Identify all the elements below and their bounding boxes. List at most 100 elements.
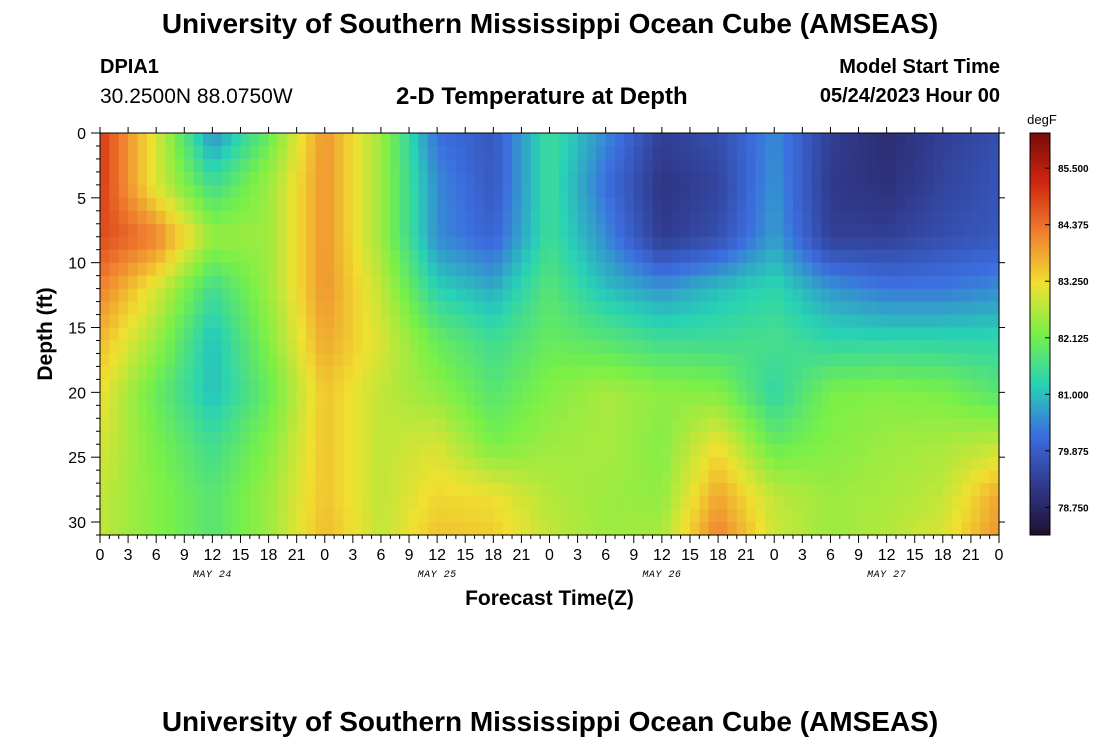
heatmap-cell: [699, 327, 710, 342]
heatmap-cell: [961, 340, 972, 355]
heatmap-cell: [446, 418, 457, 432]
heatmap-cell: [952, 262, 963, 277]
heatmap-cell: [203, 470, 213, 484]
heatmap-cell: [512, 431, 522, 445]
heatmap-cell: [689, 301, 700, 316]
heatmap-cell: [259, 223, 270, 238]
heatmap-cell: [212, 133, 223, 147]
heatmap-cell: [137, 236, 148, 251]
heatmap-cell: [409, 197, 419, 212]
heatmap-cell: [540, 353, 551, 368]
heatmap-cell: [802, 210, 813, 225]
heatmap-cell: [830, 379, 841, 393]
heatmap-cell: [652, 431, 663, 445]
heatmap-cell: [811, 392, 822, 406]
heatmap-cell: [708, 133, 719, 147]
heatmap-cell: [952, 366, 963, 380]
heatmap-cell: [605, 457, 616, 471]
heatmap-cell: [409, 457, 419, 471]
heatmap-cell: [643, 509, 654, 523]
heatmap-cell: [924, 522, 935, 536]
heatmap-cell: [231, 314, 242, 329]
heatmap-cell: [427, 197, 438, 212]
heatmap-cell: [708, 223, 719, 238]
heatmap-cell: [502, 353, 513, 368]
heatmap-cell: [362, 314, 373, 329]
heatmap-cell: [643, 444, 654, 458]
heatmap-cell: [174, 262, 185, 277]
heatmap-cell: [268, 197, 279, 212]
heatmap-cell: [109, 405, 120, 419]
heatmap-cell: [867, 171, 878, 186]
heatmap-cell: [306, 288, 316, 303]
heatmap-cell: [118, 171, 129, 186]
heatmap-cell: [483, 210, 494, 225]
heatmap-cell: [792, 133, 803, 147]
heatmap-cell: [792, 392, 803, 406]
heatmap-cell: [680, 366, 691, 380]
heatmap-cell: [989, 210, 1000, 225]
heatmap-cell: [558, 197, 569, 212]
heatmap-cell: [689, 522, 700, 536]
heatmap-cell: [689, 509, 700, 523]
heatmap-cell: [905, 314, 916, 329]
heatmap-cell: [184, 223, 195, 238]
heatmap-cell: [811, 301, 822, 316]
heatmap-cell: [792, 353, 803, 368]
heatmap-cell: [933, 223, 944, 238]
heatmap-cell: [334, 431, 345, 445]
heatmap-cell: [165, 133, 176, 147]
heatmap-cell: [493, 275, 504, 290]
heatmap-cell: [146, 133, 157, 147]
heatmap-cell: [577, 171, 588, 186]
heatmap-cell: [277, 379, 288, 393]
heatmap-cell: [512, 184, 522, 199]
heatmap-cell: [643, 340, 654, 355]
heatmap-cell: [708, 379, 719, 393]
heatmap-cell: [530, 288, 541, 303]
heatmap-cell: [802, 509, 813, 523]
heatmap-cell: [774, 496, 785, 510]
heatmap-cell: [839, 457, 850, 471]
heatmap-cell: [287, 158, 298, 173]
heatmap-cell: [521, 340, 532, 355]
heatmap-cell: [643, 418, 654, 432]
heatmap-cell: [727, 158, 738, 173]
heatmap-cell: [465, 197, 476, 212]
heatmap-cell: [203, 340, 213, 355]
heatmap-cell: [352, 249, 363, 264]
heatmap-cell: [633, 522, 644, 536]
chart-title: University of Southern Mississippi Ocean…: [161, 8, 939, 39]
heatmap-cell: [427, 236, 438, 251]
model-start-label: Model Start Time: [839, 56, 1000, 78]
heatmap-cell: [905, 236, 916, 251]
heatmap-cell: [774, 509, 785, 523]
heatmap-cell: [324, 223, 335, 238]
heatmap-cell: [736, 210, 747, 225]
heatmap-cell: [839, 145, 850, 160]
heatmap-cell: [184, 133, 195, 147]
heatmap-cell: [540, 431, 551, 445]
heatmap-cell: [605, 444, 616, 458]
heatmap-cell: [764, 483, 775, 497]
heatmap-cell: [924, 392, 935, 406]
heatmap-cell: [680, 522, 691, 536]
heatmap-cell: [746, 327, 757, 342]
heatmap-cell: [174, 314, 185, 329]
heatmap-cell: [128, 210, 139, 225]
heatmap-cell: [474, 314, 485, 329]
heatmap-cell: [409, 444, 419, 458]
heatmap-cell: [212, 184, 223, 199]
heatmap-cell: [839, 366, 850, 380]
heatmap-cell: [736, 522, 747, 536]
heatmap-cell: [671, 210, 682, 225]
heatmap-cell: [802, 158, 813, 173]
heatmap-cell: [334, 444, 345, 458]
heatmap-cell: [156, 379, 167, 393]
heatmap-cell: [530, 340, 541, 355]
heatmap-cell: [586, 496, 597, 510]
heatmap-cell: [156, 418, 167, 432]
heatmap-cell: [512, 223, 522, 238]
heatmap-cell: [989, 133, 1000, 147]
heatmap-cell: [792, 275, 803, 290]
